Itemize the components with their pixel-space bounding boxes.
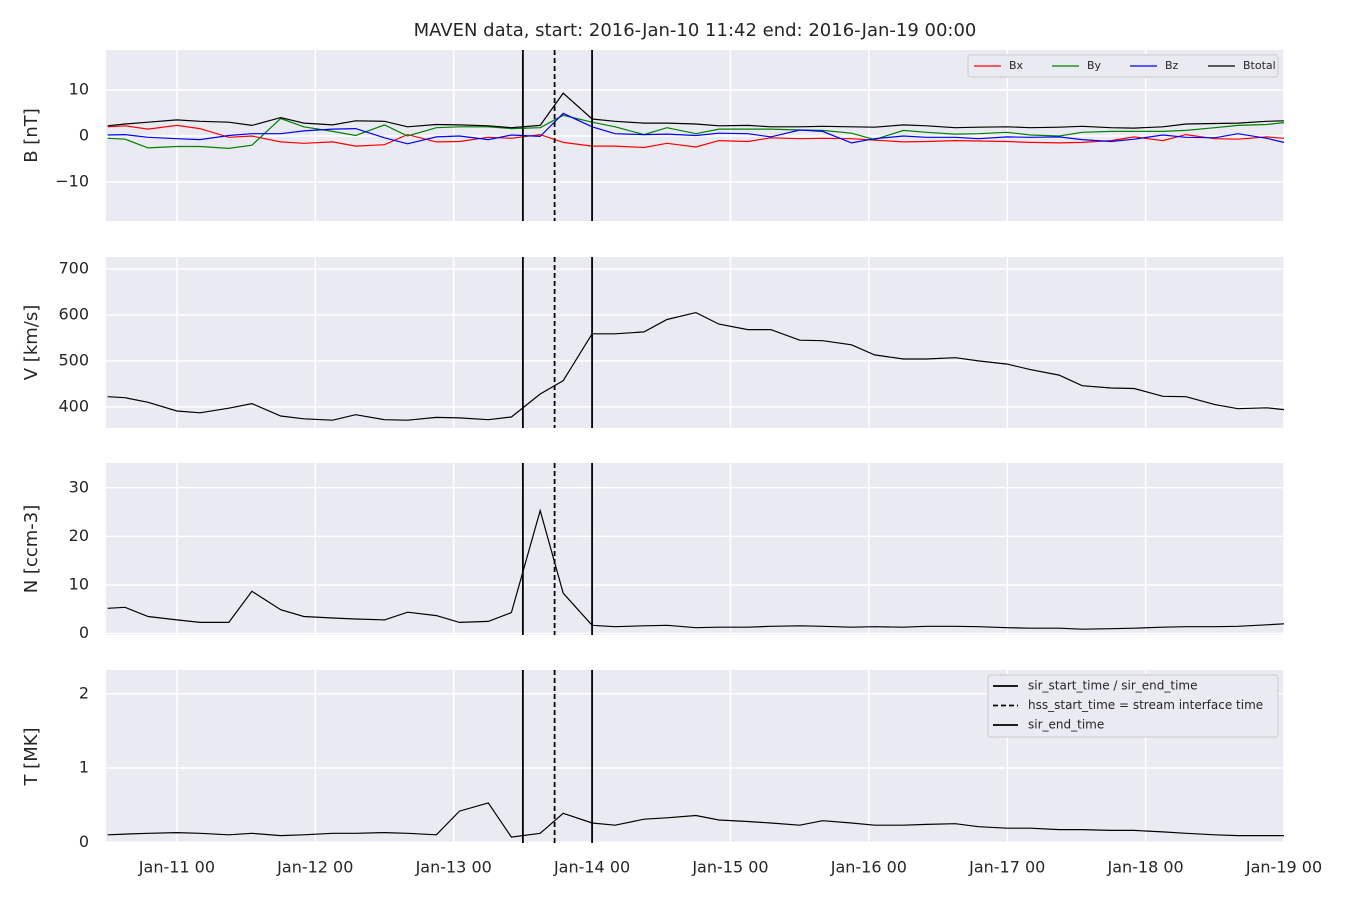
x-tick-label: Jan-15 00	[691, 858, 768, 877]
y-tick-label: 0	[79, 832, 89, 851]
x-tick-label: Jan-12 00	[276, 858, 353, 877]
y-tick-label: 0	[79, 623, 89, 642]
y-tick-label: 400	[58, 396, 89, 415]
x-tick-label: Jan-19 00	[1245, 858, 1322, 877]
legend-label: Btotal	[1243, 59, 1276, 72]
y-tick-label: 600	[58, 304, 89, 323]
x-tick-label: Jan-13 00	[415, 858, 492, 877]
plot-area	[107, 802, 1284, 838]
data-line	[107, 508, 1284, 630]
y-tick-label: 30	[69, 477, 89, 496]
x-tick-label: Jan-16 00	[830, 858, 907, 877]
data-line	[107, 124, 1284, 149]
data-line	[107, 92, 1284, 129]
y-tick-label: 700	[58, 258, 89, 277]
y-axis-label: B [nT]	[21, 108, 42, 163]
y-tick-label: 10	[69, 574, 89, 593]
y-tick-label: 20	[69, 526, 89, 545]
panel: 400 500 600 700 V [km/s]	[21, 257, 1285, 428]
data-line	[107, 114, 1284, 150]
x-tick-label: Jan-17 00	[968, 858, 1045, 877]
plot-area	[107, 508, 1284, 630]
legend: sir_start_time / sir_end_time hss_start_t…	[987, 674, 1279, 738]
plot-area	[107, 311, 1284, 421]
figure-title: MAVEN data, start: 2016-Jan-10 11:42 end…	[414, 20, 977, 41]
y-tick-label: 500	[58, 350, 89, 369]
legend-label: Bz	[1165, 59, 1179, 72]
data-line	[107, 311, 1284, 421]
y-tick-label: −10	[55, 171, 89, 190]
legend-label: sir_end_time	[1028, 718, 1104, 732]
y-axis-label: T [MK]	[21, 727, 42, 786]
panel: −10 0 10 B [nT] Bx By Bz Btotal	[21, 50, 1285, 221]
data-line	[107, 802, 1284, 838]
y-tick-label: 0	[79, 125, 89, 144]
y-tick-label: 10	[69, 79, 89, 98]
legend-label: By	[1087, 59, 1102, 72]
y-axis-label: N [ccm-3]	[21, 505, 42, 594]
legend-box	[967, 54, 1279, 78]
y-tick-label: 2	[79, 683, 89, 702]
panel: 0 1 2 T [MK] sir_start_time / sir_end_timehs…	[21, 670, 1322, 877]
y-tick-label: 1	[79, 758, 89, 777]
plot-area	[107, 92, 1284, 150]
plot-background	[106, 257, 1284, 428]
legend: Bx By Bz Btotal	[967, 54, 1279, 78]
x-tick-label: Jan-11 00	[138, 858, 215, 877]
panel: 0 10 20 30 N [ccm-3]	[21, 463, 1285, 642]
legend-label: Bx	[1009, 59, 1024, 72]
legend-label: hss_start_time = stream interface time	[1028, 698, 1263, 712]
y-axis-label: V [km/s]	[21, 305, 42, 380]
legend-label: sir_start_time / sir_end_time	[1028, 679, 1198, 693]
x-tick-label: Jan-18 00	[1106, 858, 1183, 877]
legend-box	[987, 674, 1279, 738]
plot-background	[106, 463, 1284, 635]
x-tick-label: Jan-14 00	[553, 858, 630, 877]
data-line	[107, 112, 1284, 145]
